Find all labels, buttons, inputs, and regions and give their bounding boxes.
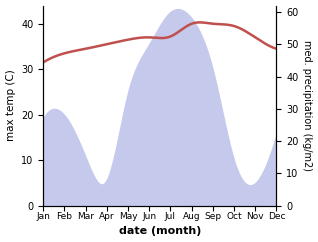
Y-axis label: max temp (C): max temp (C): [5, 70, 16, 142]
X-axis label: date (month): date (month): [119, 227, 201, 236]
Y-axis label: med. precipitation (kg/m2): med. precipitation (kg/m2): [302, 40, 313, 171]
